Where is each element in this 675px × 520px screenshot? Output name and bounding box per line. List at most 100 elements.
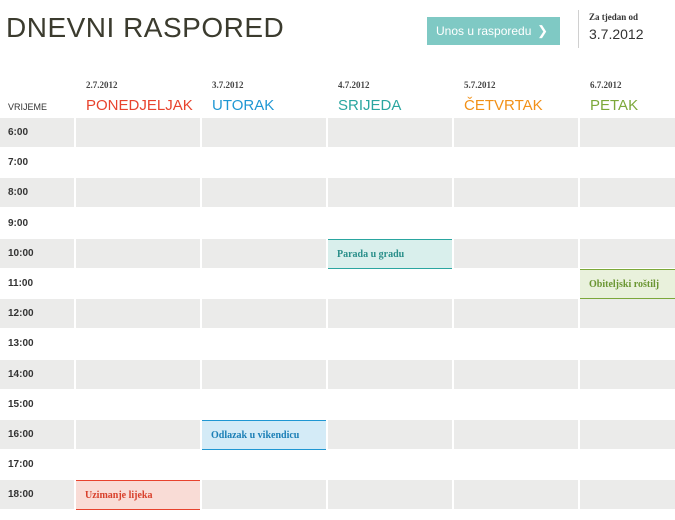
- schedule-cell[interactable]: [76, 239, 200, 268]
- schedule-cell[interactable]: [580, 209, 675, 238]
- schedule-event[interactable]: Parada u gradu: [328, 239, 452, 269]
- time-row: 11:00: [0, 269, 675, 298]
- schedule-cell[interactable]: [580, 239, 675, 268]
- time-label: 11:00: [8, 278, 34, 289]
- schedule-cell[interactable]: [454, 239, 578, 268]
- schedule-cell[interactable]: [328, 178, 452, 207]
- time-label: 10:00: [8, 248, 34, 259]
- time-label: 12:00: [8, 308, 34, 319]
- schedule-cell[interactable]: [202, 360, 326, 389]
- time-row: 16:00: [0, 420, 675, 449]
- schedule-cell[interactable]: [76, 178, 200, 207]
- time-label: 6:00: [8, 127, 29, 138]
- schedule-cell[interactable]: [202, 269, 326, 298]
- day-date: 4.7.2012: [338, 80, 370, 90]
- time-label: 14:00: [8, 369, 34, 380]
- time-label: 18:00: [8, 489, 34, 500]
- time-label: 16:00: [8, 429, 34, 440]
- schedule-cell[interactable]: [580, 148, 675, 177]
- schedule-cell[interactable]: [454, 420, 578, 449]
- schedule-cell[interactable]: [580, 178, 675, 207]
- schedule-event[interactable]: Odlazak u vikendicu: [202, 420, 326, 450]
- schedule-cell[interactable]: [454, 450, 578, 479]
- schedule-cell[interactable]: [76, 360, 200, 389]
- schedule-entry-button[interactable]: Unos u rasporedu ❯: [427, 17, 560, 45]
- schedule-cell[interactable]: [328, 269, 452, 298]
- schedule-cell[interactable]: [328, 420, 452, 449]
- day-date: 2.7.2012: [86, 80, 118, 90]
- schedule-cell[interactable]: [454, 329, 578, 358]
- day-name: ČETVRTAK: [464, 97, 543, 114]
- schedule-cell[interactable]: [76, 148, 200, 177]
- schedule-cell[interactable]: [76, 390, 200, 419]
- time-row: 7:00: [0, 148, 675, 177]
- time-label: 17:00: [8, 459, 34, 470]
- schedule-cell[interactable]: [328, 329, 452, 358]
- time-cell: [0, 480, 74, 509]
- schedule-entry-label: Unos u rasporedu: [436, 24, 532, 38]
- time-row: 9:00: [0, 209, 675, 238]
- schedule-cell[interactable]: [76, 420, 200, 449]
- schedule-cell[interactable]: [202, 148, 326, 177]
- schedule-cell[interactable]: [580, 420, 675, 449]
- time-label: 13:00: [8, 338, 34, 349]
- schedule-cell[interactable]: [454, 148, 578, 177]
- schedule-cell[interactable]: [580, 480, 675, 509]
- schedule-cell[interactable]: [202, 118, 326, 147]
- schedule-cell[interactable]: [454, 480, 578, 509]
- schedule-cell[interactable]: [580, 450, 675, 479]
- schedule-cell[interactable]: [202, 178, 326, 207]
- time-cell: [0, 420, 74, 449]
- schedule-cell[interactable]: [76, 209, 200, 238]
- schedule-cell[interactable]: [202, 299, 326, 328]
- schedule-cell[interactable]: [454, 209, 578, 238]
- time-cell: [0, 178, 74, 207]
- schedule-cell[interactable]: [454, 390, 578, 419]
- schedule-cell[interactable]: [328, 480, 452, 509]
- schedule-event[interactable]: Obiteljski roštilj: [580, 269, 675, 299]
- time-column-header: VRIJEME: [8, 102, 48, 112]
- time-cell: [0, 360, 74, 389]
- day-name: PETAK: [590, 97, 639, 114]
- time-label: 8:00: [8, 187, 29, 198]
- week-start-date[interactable]: 3.7.2012: [589, 26, 644, 42]
- schedule-cell[interactable]: [580, 329, 675, 358]
- time-row: 12:00: [0, 299, 675, 328]
- schedule-cell[interactable]: [328, 148, 452, 177]
- time-row: 8:00: [0, 178, 675, 207]
- schedule-cell[interactable]: [76, 299, 200, 328]
- schedule-cell[interactable]: [202, 329, 326, 358]
- schedule-cell[interactable]: [580, 390, 675, 419]
- chevron-right-icon: ❯: [537, 23, 548, 38]
- schedule-cell[interactable]: [328, 360, 452, 389]
- schedule-cell[interactable]: [580, 360, 675, 389]
- schedule-event[interactable]: Uzimanje lijeka: [76, 480, 200, 510]
- time-cell: [0, 118, 74, 147]
- schedule-cell[interactable]: [202, 390, 326, 419]
- time-row: 13:00: [0, 329, 675, 358]
- schedule-cell[interactable]: [580, 118, 675, 147]
- schedule-cell[interactable]: [202, 480, 326, 509]
- schedule-cell[interactable]: [328, 299, 452, 328]
- schedule-cell[interactable]: [328, 450, 452, 479]
- schedule-cell[interactable]: [454, 360, 578, 389]
- schedule-cell[interactable]: [202, 450, 326, 479]
- schedule-cell[interactable]: [454, 299, 578, 328]
- schedule-cell[interactable]: [76, 269, 200, 298]
- schedule-cell[interactable]: [454, 269, 578, 298]
- schedule-cell[interactable]: [202, 239, 326, 268]
- header-divider: [578, 10, 579, 48]
- schedule-cell[interactable]: [328, 209, 452, 238]
- time-cell: [0, 299, 74, 328]
- schedule-cell[interactable]: [580, 299, 675, 328]
- schedule-cell[interactable]: [454, 178, 578, 207]
- schedule-cell[interactable]: [76, 118, 200, 147]
- schedule-cell[interactable]: [76, 329, 200, 358]
- schedule-cell[interactable]: [328, 390, 452, 419]
- schedule-cell[interactable]: [328, 118, 452, 147]
- time-label: 15:00: [8, 399, 34, 410]
- schedule-cell[interactable]: [202, 209, 326, 238]
- schedule-cell[interactable]: [454, 118, 578, 147]
- schedule-cell[interactable]: [76, 450, 200, 479]
- day-date: 3.7.2012: [212, 80, 244, 90]
